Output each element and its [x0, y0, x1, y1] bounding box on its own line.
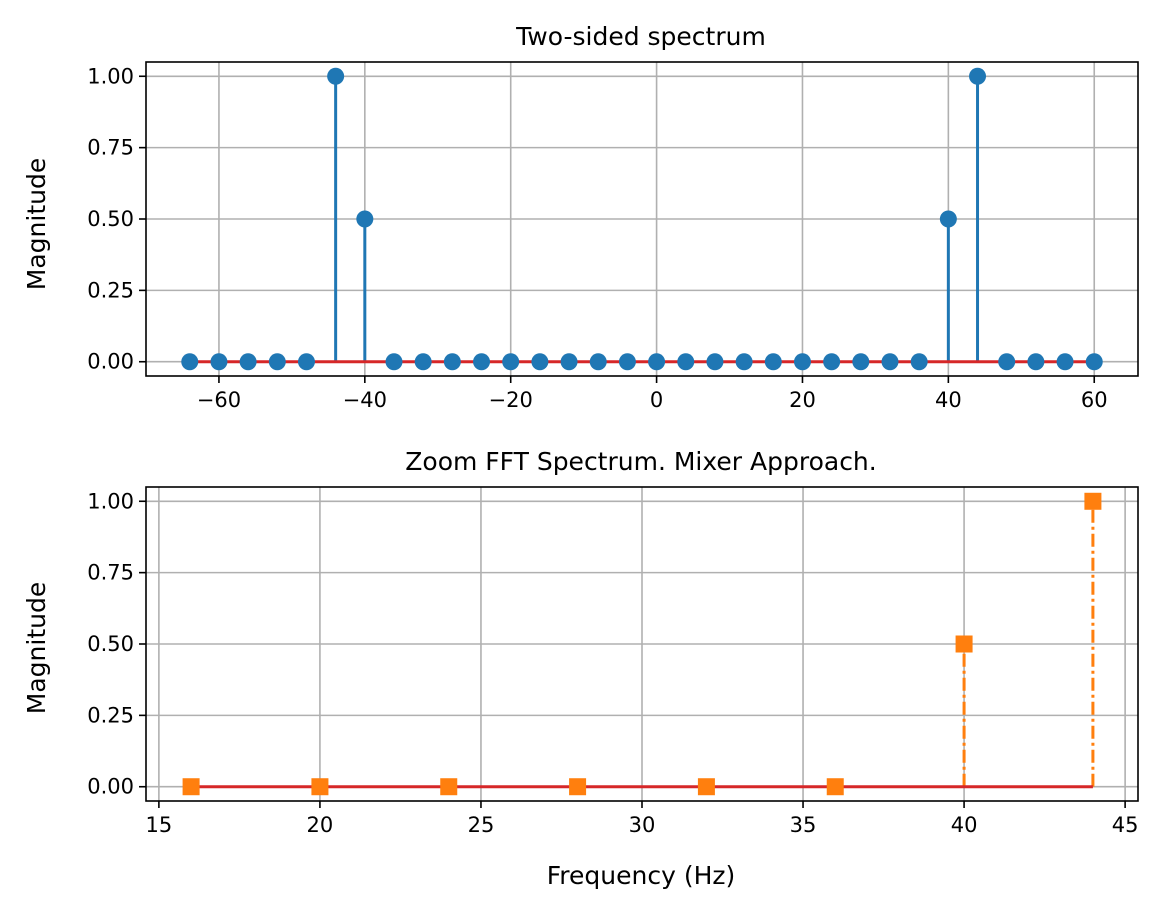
x-tick-label: 35	[790, 813, 817, 837]
x-tick-label: −60	[197, 388, 241, 412]
stem-marker	[443, 353, 461, 371]
axes-frame	[145, 61, 1139, 377]
x-tick-label: −40	[343, 388, 387, 412]
x-tick-label: 15	[146, 813, 173, 837]
y-tick-label: 1.00	[87, 64, 134, 88]
stem-marker	[589, 353, 607, 371]
y-tick-label: 0.75	[87, 136, 134, 160]
stem-marker	[502, 353, 520, 371]
stem-marker	[618, 353, 636, 371]
x-tick-label: −20	[489, 388, 533, 412]
stem-marker	[955, 635, 973, 653]
stem-marker	[764, 353, 782, 371]
stem-marker	[910, 353, 928, 371]
x-tick-label: 30	[629, 813, 656, 837]
x-tick-label: 40	[935, 388, 962, 412]
y-axis-label: Magnitude	[22, 158, 51, 290]
stem-marker	[210, 353, 228, 371]
y-axis-label: Magnitude	[22, 582, 51, 714]
stem-marker	[414, 353, 432, 371]
y-tick-label: 1.00	[87, 489, 134, 513]
stem-marker	[311, 778, 329, 796]
stem-marker	[706, 353, 724, 371]
two-sided-spectrum-plot: Two-sided spectrum Magnitude −60 −40 −20 0 2…	[22, 22, 1139, 412]
stem-marker	[385, 353, 403, 371]
stem-marker	[735, 353, 753, 371]
axes-frame	[145, 486, 1139, 802]
stem-marker	[569, 778, 587, 796]
stem-marker	[1027, 353, 1045, 371]
x-tick-label: 60	[1081, 388, 1108, 412]
stem-marker	[239, 353, 257, 371]
plot-title: Two-sided spectrum	[515, 22, 766, 51]
x-tick-label: 20	[307, 813, 334, 837]
stem-marker	[1056, 353, 1074, 371]
plot-title: Zoom FFT Spectrum. Mixer Approach.	[405, 447, 876, 476]
stem-marker	[697, 778, 715, 796]
y-tick-label: 0.75	[87, 561, 134, 585]
stem-marker	[823, 353, 841, 371]
stem-marker	[939, 210, 957, 228]
stem-marker	[297, 353, 315, 371]
y-tick-label: 0.00	[87, 775, 134, 799]
stem-marker	[793, 353, 811, 371]
x-axis-label: Frequency (Hz)	[547, 861, 736, 890]
stem-marker	[181, 353, 199, 371]
y-tick-label: 0.00	[87, 350, 134, 374]
stem-marker	[881, 353, 899, 371]
stem-marker	[826, 778, 844, 796]
stems	[182, 492, 1102, 796]
x-tick-label: 25	[468, 813, 495, 837]
stem-marker	[473, 353, 491, 371]
stem-marker	[998, 353, 1016, 371]
stem-marker	[268, 353, 286, 371]
y-tick-label: 0.50	[87, 632, 134, 656]
x-tick-label: 0	[650, 388, 663, 412]
stem-marker	[648, 353, 666, 371]
stem-marker	[1085, 353, 1103, 371]
stem-marker	[182, 778, 200, 796]
stem-marker	[356, 210, 374, 228]
stem-marker	[969, 67, 987, 85]
stem-marker	[677, 353, 695, 371]
stems	[181, 67, 1103, 371]
x-tick-label: 45	[1112, 813, 1139, 837]
stem-marker	[531, 353, 549, 371]
x-tick-label: 20	[789, 388, 816, 412]
x-tick-label: 40	[951, 813, 978, 837]
stem-marker	[1084, 492, 1102, 510]
y-tick-label: 0.25	[87, 703, 134, 727]
y-tick-label: 0.50	[87, 207, 134, 231]
ticks: −60 −40 −20 0 20 40 60 0.00 0.25 0.50 0.75 1.00	[87, 64, 1107, 412]
y-tick-label: 0.25	[87, 278, 134, 302]
stem-marker	[327, 67, 345, 85]
stem-marker	[560, 353, 578, 371]
zoom-fft-spectrum-plot: Zoom FFT Spectrum. Mixer Approach. Magni…	[22, 447, 1139, 890]
ticks: 15 20 25 30 35 40 45 0.00 0.25 0.50 0.75 1.00	[87, 489, 1138, 837]
stem-marker	[440, 778, 458, 796]
stem-marker	[852, 353, 870, 371]
